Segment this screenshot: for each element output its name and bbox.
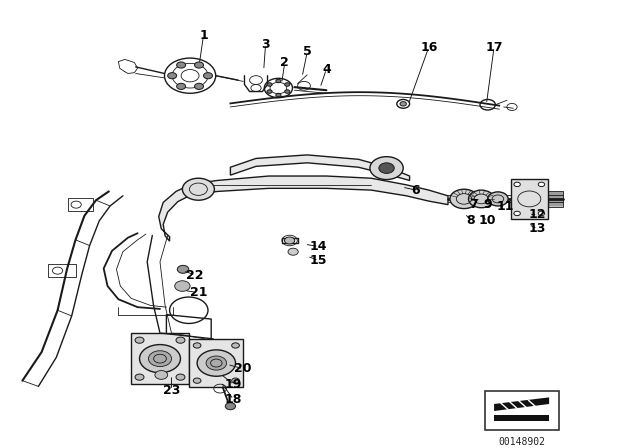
Circle shape [135,374,144,380]
Polygon shape [511,179,548,219]
Text: 9: 9 [483,198,492,211]
Text: 6: 6 [412,184,420,197]
Text: 13: 13 [529,222,547,235]
Circle shape [276,93,281,97]
Text: 10: 10 [479,215,497,228]
Text: 21: 21 [189,286,207,299]
Text: 22: 22 [186,268,204,281]
Circle shape [206,356,227,370]
Circle shape [285,237,295,244]
Circle shape [288,248,298,255]
Circle shape [176,337,185,343]
Polygon shape [544,191,563,207]
Circle shape [267,90,272,93]
Circle shape [285,83,290,86]
Text: 1: 1 [199,29,208,42]
Circle shape [193,378,201,383]
Text: 23: 23 [163,384,180,397]
Circle shape [204,73,212,79]
Polygon shape [189,339,243,387]
Polygon shape [230,155,410,181]
Text: 4: 4 [322,63,331,76]
Circle shape [193,343,201,348]
Circle shape [468,190,494,208]
Circle shape [197,350,236,376]
Circle shape [195,83,204,90]
Circle shape [450,189,478,209]
Text: 12: 12 [529,208,547,221]
Circle shape [400,102,406,106]
Circle shape [225,403,236,410]
FancyBboxPatch shape [485,391,559,431]
Text: 2: 2 [280,56,289,69]
Circle shape [175,281,190,291]
Circle shape [538,182,545,186]
Circle shape [195,62,204,68]
Circle shape [148,351,172,366]
Circle shape [370,157,403,180]
Circle shape [176,374,185,380]
Circle shape [140,345,180,373]
Circle shape [232,343,239,348]
Circle shape [276,79,281,83]
Polygon shape [159,184,192,241]
Text: 7: 7 [469,198,478,211]
Text: 14: 14 [310,240,328,253]
Circle shape [267,83,272,86]
Circle shape [538,211,545,215]
Text: 8: 8 [466,214,475,227]
Text: 17: 17 [485,41,503,54]
Circle shape [135,337,144,343]
Text: 11: 11 [497,200,515,213]
Text: 3: 3 [261,38,270,51]
Circle shape [177,265,189,273]
Text: 5: 5 [303,45,312,58]
Text: 00148902: 00148902 [499,437,545,448]
Text: 20: 20 [234,362,252,375]
Circle shape [488,192,508,206]
Text: 16: 16 [420,41,438,54]
Text: 15: 15 [310,254,328,267]
Circle shape [232,378,239,383]
Circle shape [182,178,214,200]
Text: 19: 19 [225,378,243,391]
Text: 18: 18 [225,393,243,406]
Circle shape [379,163,394,173]
Circle shape [514,182,520,186]
Polygon shape [131,333,189,384]
Circle shape [177,62,186,68]
Circle shape [514,211,520,215]
Polygon shape [192,176,448,205]
Circle shape [168,73,177,79]
Polygon shape [494,397,549,411]
Circle shape [155,370,168,379]
Circle shape [177,83,186,90]
Circle shape [285,90,290,93]
Polygon shape [494,415,549,421]
